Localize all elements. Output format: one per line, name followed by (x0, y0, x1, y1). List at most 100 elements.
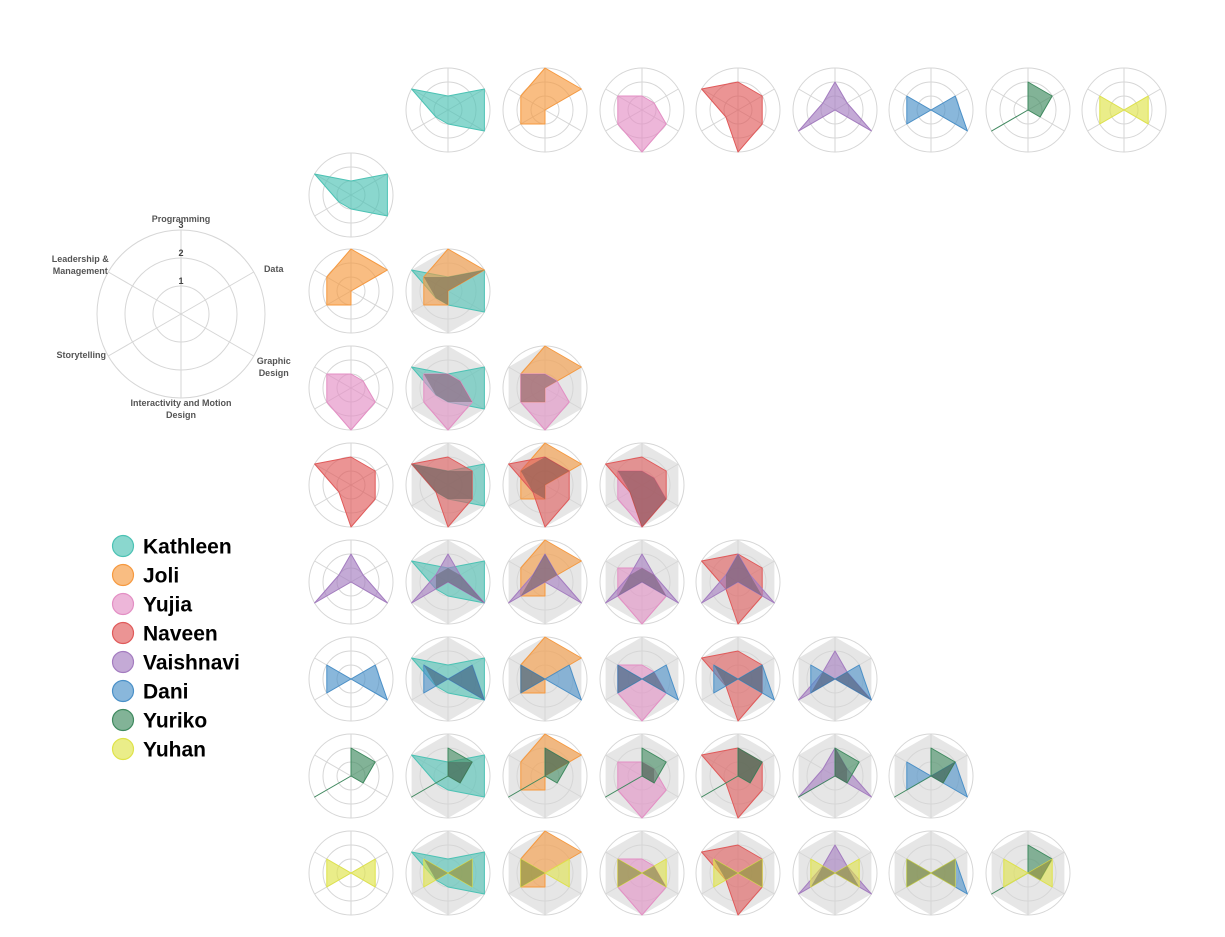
radar-shape-yujia (520, 373, 570, 431)
radar-shape-kathleen (314, 173, 388, 217)
legend-label: Joli (143, 565, 179, 588)
radar-overlap-shape (906, 762, 956, 790)
radar-shape-yuhan (423, 858, 473, 888)
axis-label-line: Design (166, 410, 196, 420)
left-radar-kathleen (308, 152, 394, 238)
radar-shape-yujia (326, 373, 376, 431)
pair-radar-yuhan-vs-kathleen (405, 830, 491, 916)
axis-label-line: Leadership & (52, 254, 110, 264)
legend-label: Kathleen (143, 536, 232, 559)
top-joli-spoke-graphic-design (544, 109, 582, 132)
pair-radar-dani-vs-naveen (695, 636, 781, 722)
legend-label: Naveen (143, 623, 218, 646)
pair-radar-yuhan-vs-vaishnavi (792, 830, 878, 916)
radar-overlap-shape (423, 859, 473, 887)
radar-shape-yuriko (894, 747, 956, 798)
pair-radar-yuhan-vs-yuriko (985, 830, 1071, 916)
legend-item-joli: Joli (111, 563, 179, 588)
radar-shape-yuhan (906, 858, 956, 888)
legend-swatch (111, 563, 135, 587)
radar-overlap-shape (617, 471, 667, 527)
legend-label: Yuriko (143, 710, 207, 733)
radar-overlap-shape (798, 748, 848, 797)
pair-radar-dani-vs-joli (502, 636, 588, 722)
left-radar-yuriko (308, 733, 394, 819)
pair-radar-yujia-vs-kathleen (405, 345, 491, 431)
axis-label-line: Management (53, 266, 108, 276)
radar-shape-yuriko (701, 747, 763, 798)
top-row-individual-radars (405, 67, 1167, 153)
radar-overlap-shape (520, 374, 558, 402)
radar-overlap-shape (435, 568, 485, 603)
top-radar-yujia (599, 67, 685, 153)
left-radar-yuhan (308, 830, 394, 916)
radar-overlap-shape (617, 859, 667, 887)
pair-radar-vaishnavi-vs-kathleen (405, 539, 491, 625)
legend-label: Yuhan (143, 739, 206, 762)
pair-radar-yuriko-vs-kathleen (405, 733, 491, 819)
radar-shape-dani (713, 664, 775, 701)
pair-radar-vaishnavi-vs-joli (502, 539, 588, 625)
left-joli-spoke-graphic-design (350, 290, 388, 313)
legend-label: Dani (143, 681, 189, 704)
top-radar-naveen (695, 67, 781, 153)
pair-radar-joli-vs-kathleen (405, 248, 491, 334)
radar-shape-joli (423, 248, 485, 306)
radar-overlap-shape (520, 665, 570, 693)
radar-shape-dani (326, 664, 388, 701)
legend-item-yuhan: Yuhan (111, 737, 206, 762)
radar-shape-vaishnavi (314, 553, 388, 604)
radar-overlap-shape (520, 748, 570, 790)
pair-radar-yujia-vs-joli (502, 345, 588, 431)
radar-shape-vaishnavi (508, 553, 582, 604)
left-radar-yujia (308, 345, 394, 431)
radar-shape-kathleen (411, 88, 485, 132)
left-column-individual-radars (308, 152, 394, 916)
radar-overlap-shape (617, 665, 667, 693)
axis-label-data: Data (264, 264, 285, 274)
tick-label-3: 3 (178, 220, 183, 230)
radar-overlap-shape (617, 568, 667, 596)
legend: Kathleen Joli Yujia Naveen Vaishnavi Dani Yuri… (111, 534, 240, 762)
radar-shape-yuhan (617, 858, 667, 888)
radar-overlap-shape (713, 859, 763, 887)
radar-shape-dani (810, 664, 872, 701)
radar-overlap-shape (423, 374, 473, 402)
axis-label-line: Storytelling (57, 350, 107, 360)
reference-spoke-leadership-management (108, 271, 182, 315)
pair-radar-naveen-vs-joli (502, 442, 588, 528)
radar-shape-yuhan (1003, 858, 1053, 888)
radar-shape-yuriko (314, 747, 376, 798)
radar-shape-vaishnavi (411, 553, 485, 604)
radar-overlap-shape (411, 464, 473, 499)
left-yuriko-spoke-leadership-management (314, 754, 352, 777)
radar-shape-dani (617, 664, 679, 701)
axis-label-storytelling: Storytelling (57, 350, 107, 360)
radar-overlap-shape (810, 866, 860, 887)
radar-shape-yuhan (326, 858, 376, 888)
top-radar-yuhan (1081, 67, 1167, 153)
pair-radar-yuriko-vs-yujia (599, 733, 685, 819)
pair-radar-yuriko-vs-dani (888, 733, 974, 819)
radar-shape-joli (326, 248, 388, 306)
legend-swatch (111, 708, 135, 732)
radar-shape-yuriko (508, 747, 570, 798)
radar-shape-yuriko (411, 747, 473, 798)
radar-overlap-shape (1003, 859, 1053, 887)
left-radar-dani (308, 636, 394, 722)
legend-label: Vaishnavi (143, 652, 240, 675)
reference-spoke-graphic-design (180, 313, 254, 357)
radar-overlap-shape (713, 665, 763, 693)
reference-spoke-storytelling (108, 313, 182, 357)
legend-swatch (111, 650, 135, 674)
legend-item-kathleen: Kathleen (111, 534, 232, 559)
radar-shape-yuhan (713, 858, 763, 888)
axis-label-line: Programming (152, 214, 211, 224)
radar-shape-yujia (617, 95, 667, 153)
axis-label-line: Interactivity and Motion (130, 398, 231, 408)
pair-radar-dani-vs-yujia (599, 636, 685, 722)
pair-radar-yuhan-vs-yujia (599, 830, 685, 916)
legend-swatch (111, 621, 135, 645)
radar-shape-dani (520, 664, 582, 701)
